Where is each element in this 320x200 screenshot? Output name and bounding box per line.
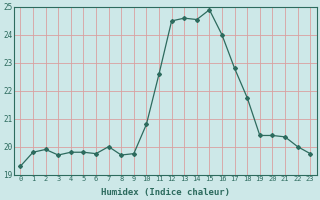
X-axis label: Humidex (Indice chaleur): Humidex (Indice chaleur) (101, 188, 230, 197)
